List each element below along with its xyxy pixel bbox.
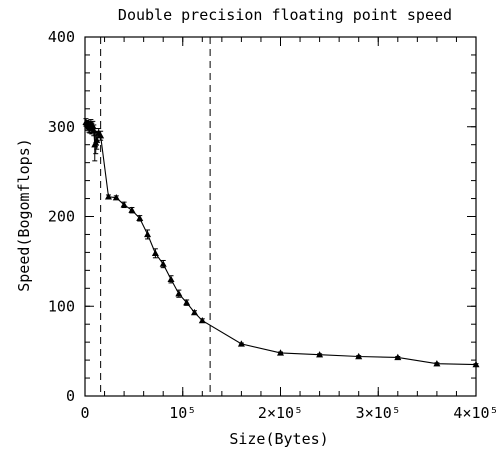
data-point-20 — [151, 249, 159, 256]
data-point-22 — [167, 275, 175, 283]
chart-title: Double precision floating point speed — [118, 6, 452, 24]
x-tick-label-4: 4×10⁵ — [453, 404, 498, 422]
data-point-28 — [276, 349, 285, 356]
x-tick-label-2: 2×10⁵ — [258, 404, 303, 422]
data-point-13 — [97, 132, 105, 139]
data-point-24 — [183, 299, 191, 306]
data-point-29 — [316, 351, 324, 358]
data-point-26 — [198, 316, 206, 324]
data-point-15 — [112, 194, 120, 201]
y-tick-label-3: 300 — [48, 118, 75, 136]
data-point-30 — [355, 352, 363, 360]
data-point-17 — [128, 206, 136, 213]
series-layer — [82, 118, 480, 368]
x-tick-label-1: 10⁵ — [169, 404, 196, 422]
reference-lines — [100, 37, 211, 396]
y-tick-label-1: 100 — [48, 297, 75, 315]
x-tick-label-0: 0 — [80, 404, 89, 422]
y-tick-label-2: 200 — [48, 208, 75, 226]
data-point-19 — [144, 230, 152, 238]
series-line-0 — [85, 122, 477, 366]
axis-ticks — [84, 36, 477, 397]
data-point-21 — [159, 260, 167, 267]
data-point-31 — [394, 353, 402, 361]
data-point-27 — [237, 340, 245, 347]
x-tick-label-3: 3×10⁵ — [356, 404, 401, 422]
data-point-32 — [433, 360, 441, 367]
data-point-23 — [175, 290, 183, 297]
y-axis-label: Speed(Bogomflops) — [15, 138, 33, 292]
tick-labels: 0 10⁵ 2×10⁵ 3×10⁵ 4×10⁵ 0 100 200 300 400 — [48, 28, 499, 422]
y-tick-label-4: 400 — [48, 28, 75, 46]
x-axis-label: Size(Bytes) — [229, 430, 328, 448]
data-point-25 — [190, 308, 198, 316]
data-point-18 — [136, 214, 144, 221]
data-point-14 — [104, 193, 112, 200]
plot-frame — [84, 36, 477, 397]
y-tick-label-0: 0 — [66, 387, 75, 405]
data-point-16 — [120, 201, 128, 208]
